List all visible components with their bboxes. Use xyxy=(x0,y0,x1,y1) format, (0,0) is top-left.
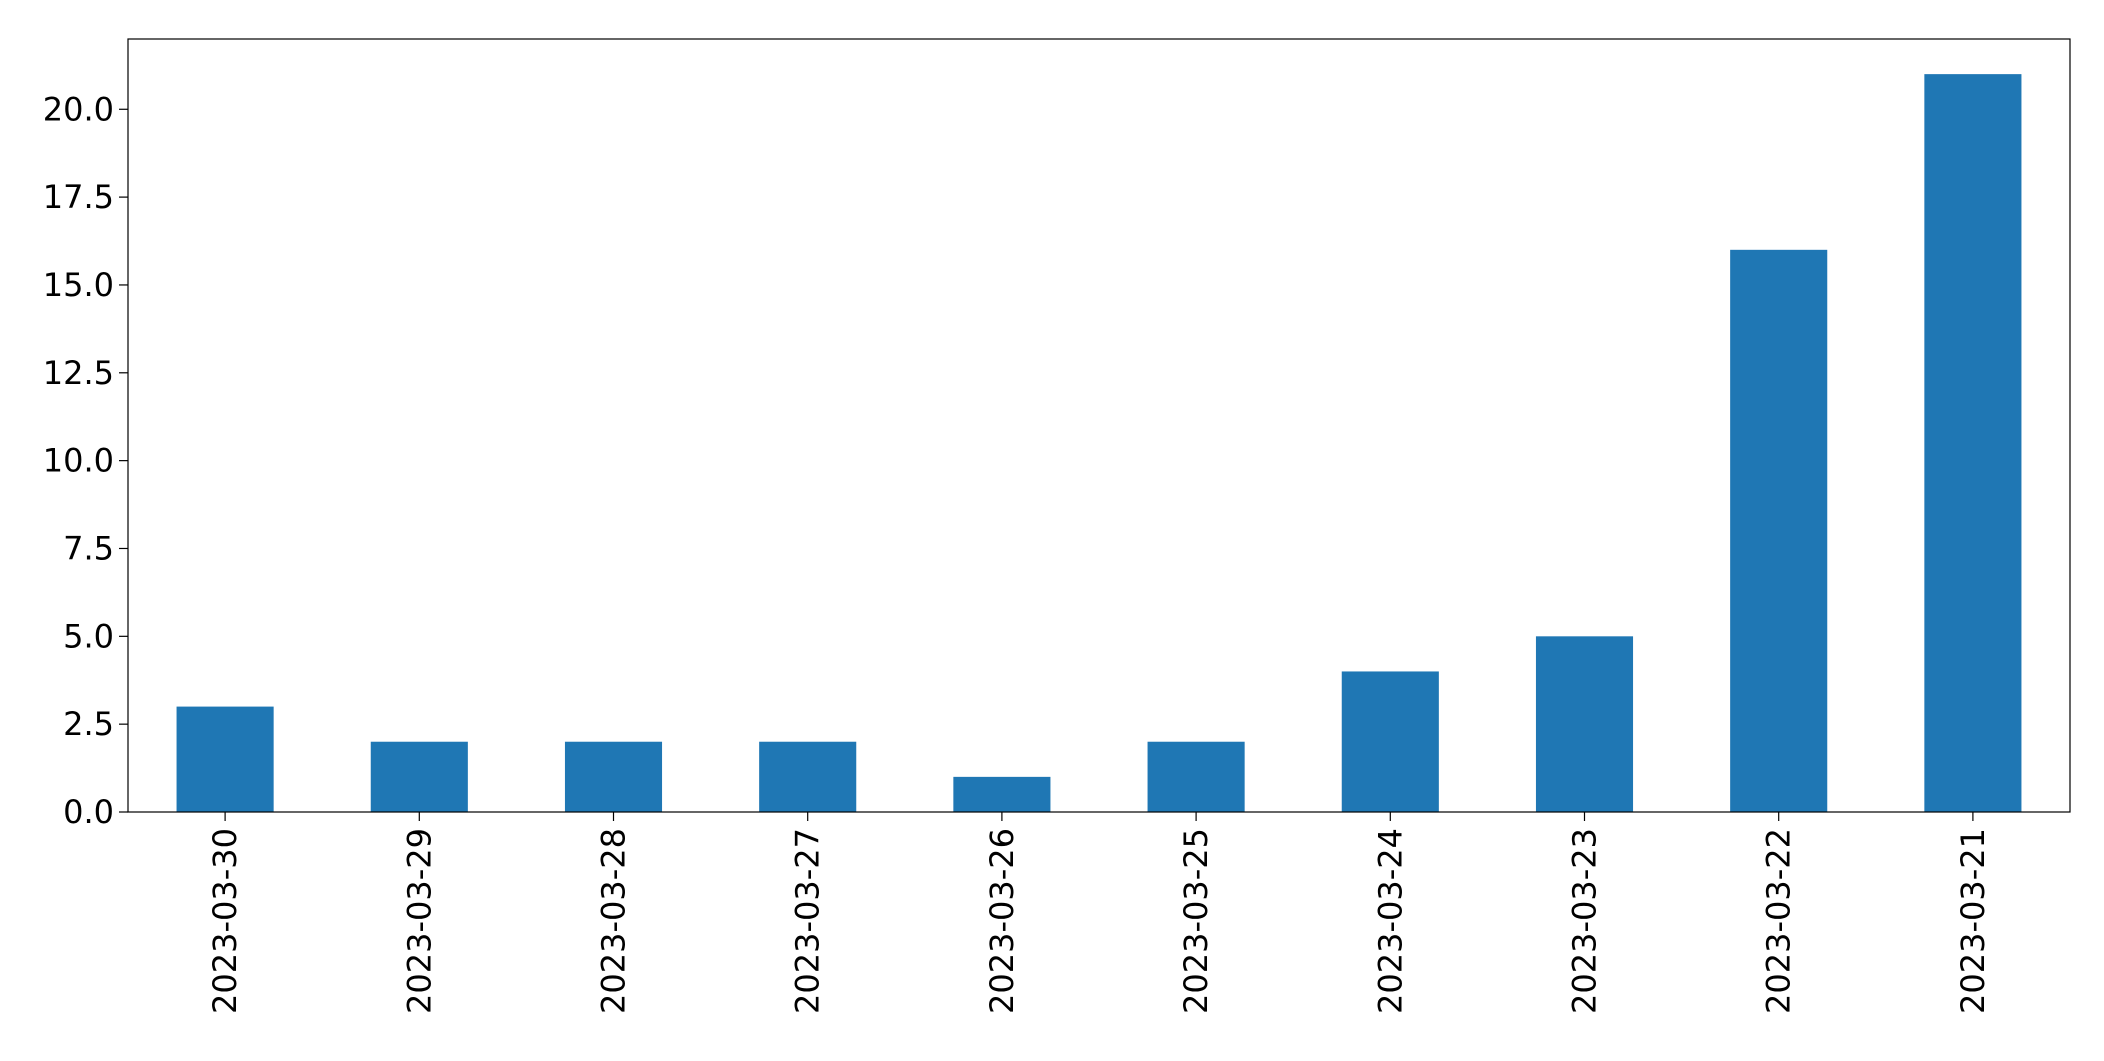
x-tick-label: 2023-03-30 xyxy=(206,828,244,1014)
plot-frame xyxy=(127,38,2071,813)
x-tick-label: 2023-03-22 xyxy=(1760,828,1798,1014)
y-tick-label: 2.5 xyxy=(63,705,114,743)
x-tick-label: 2023-03-25 xyxy=(1177,828,1215,1014)
bar-2023-03-28 xyxy=(564,741,663,812)
y-axis: 0.0 2.5 5.0 7.5 10.0 12.5 15.0 17.5 20.0 xyxy=(43,90,128,831)
bar-2023-03-24 xyxy=(1341,671,1439,812)
bar-2023-03-26 xyxy=(953,776,1051,812)
x-tick-label: 2023-03-27 xyxy=(789,828,827,1014)
x-tick-label: 2023-03-21 xyxy=(1954,828,1992,1014)
bar-2023-03-25 xyxy=(1147,741,1245,812)
x-tick-label: 2023-03-23 xyxy=(1566,828,1604,1014)
y-tick-label: 7.5 xyxy=(63,529,114,567)
bars-layer xyxy=(176,74,2022,813)
bar-2023-03-29 xyxy=(370,741,468,812)
y-tick-label: 20.0 xyxy=(43,90,114,128)
bar-2023-03-23 xyxy=(1535,636,1634,812)
y-tick-label: 0.0 xyxy=(63,793,114,831)
y-tick-label: 10.0 xyxy=(43,442,114,480)
y-tick-label: 17.5 xyxy=(43,178,114,216)
x-tick-label: 2023-03-29 xyxy=(400,828,438,1014)
bar-2023-03-27 xyxy=(759,741,857,812)
bar-2023-03-21 xyxy=(1924,74,2022,813)
bar-2023-03-30 xyxy=(176,706,274,812)
x-tick-label: 2023-03-26 xyxy=(983,828,1021,1014)
x-axis: 2023-03-30 2023-03-29 2023-03-28 2023-03-27… xyxy=(206,812,1992,1014)
y-tick-label: 15.0 xyxy=(43,266,114,304)
y-tick-label: 5.0 xyxy=(63,617,114,655)
y-tick-label: 12.5 xyxy=(43,354,114,392)
x-tick-label: 2023-03-28 xyxy=(595,828,633,1014)
bar-2023-03-22 xyxy=(1730,249,1828,812)
x-tick-label: 2023-03-24 xyxy=(1371,828,1409,1014)
